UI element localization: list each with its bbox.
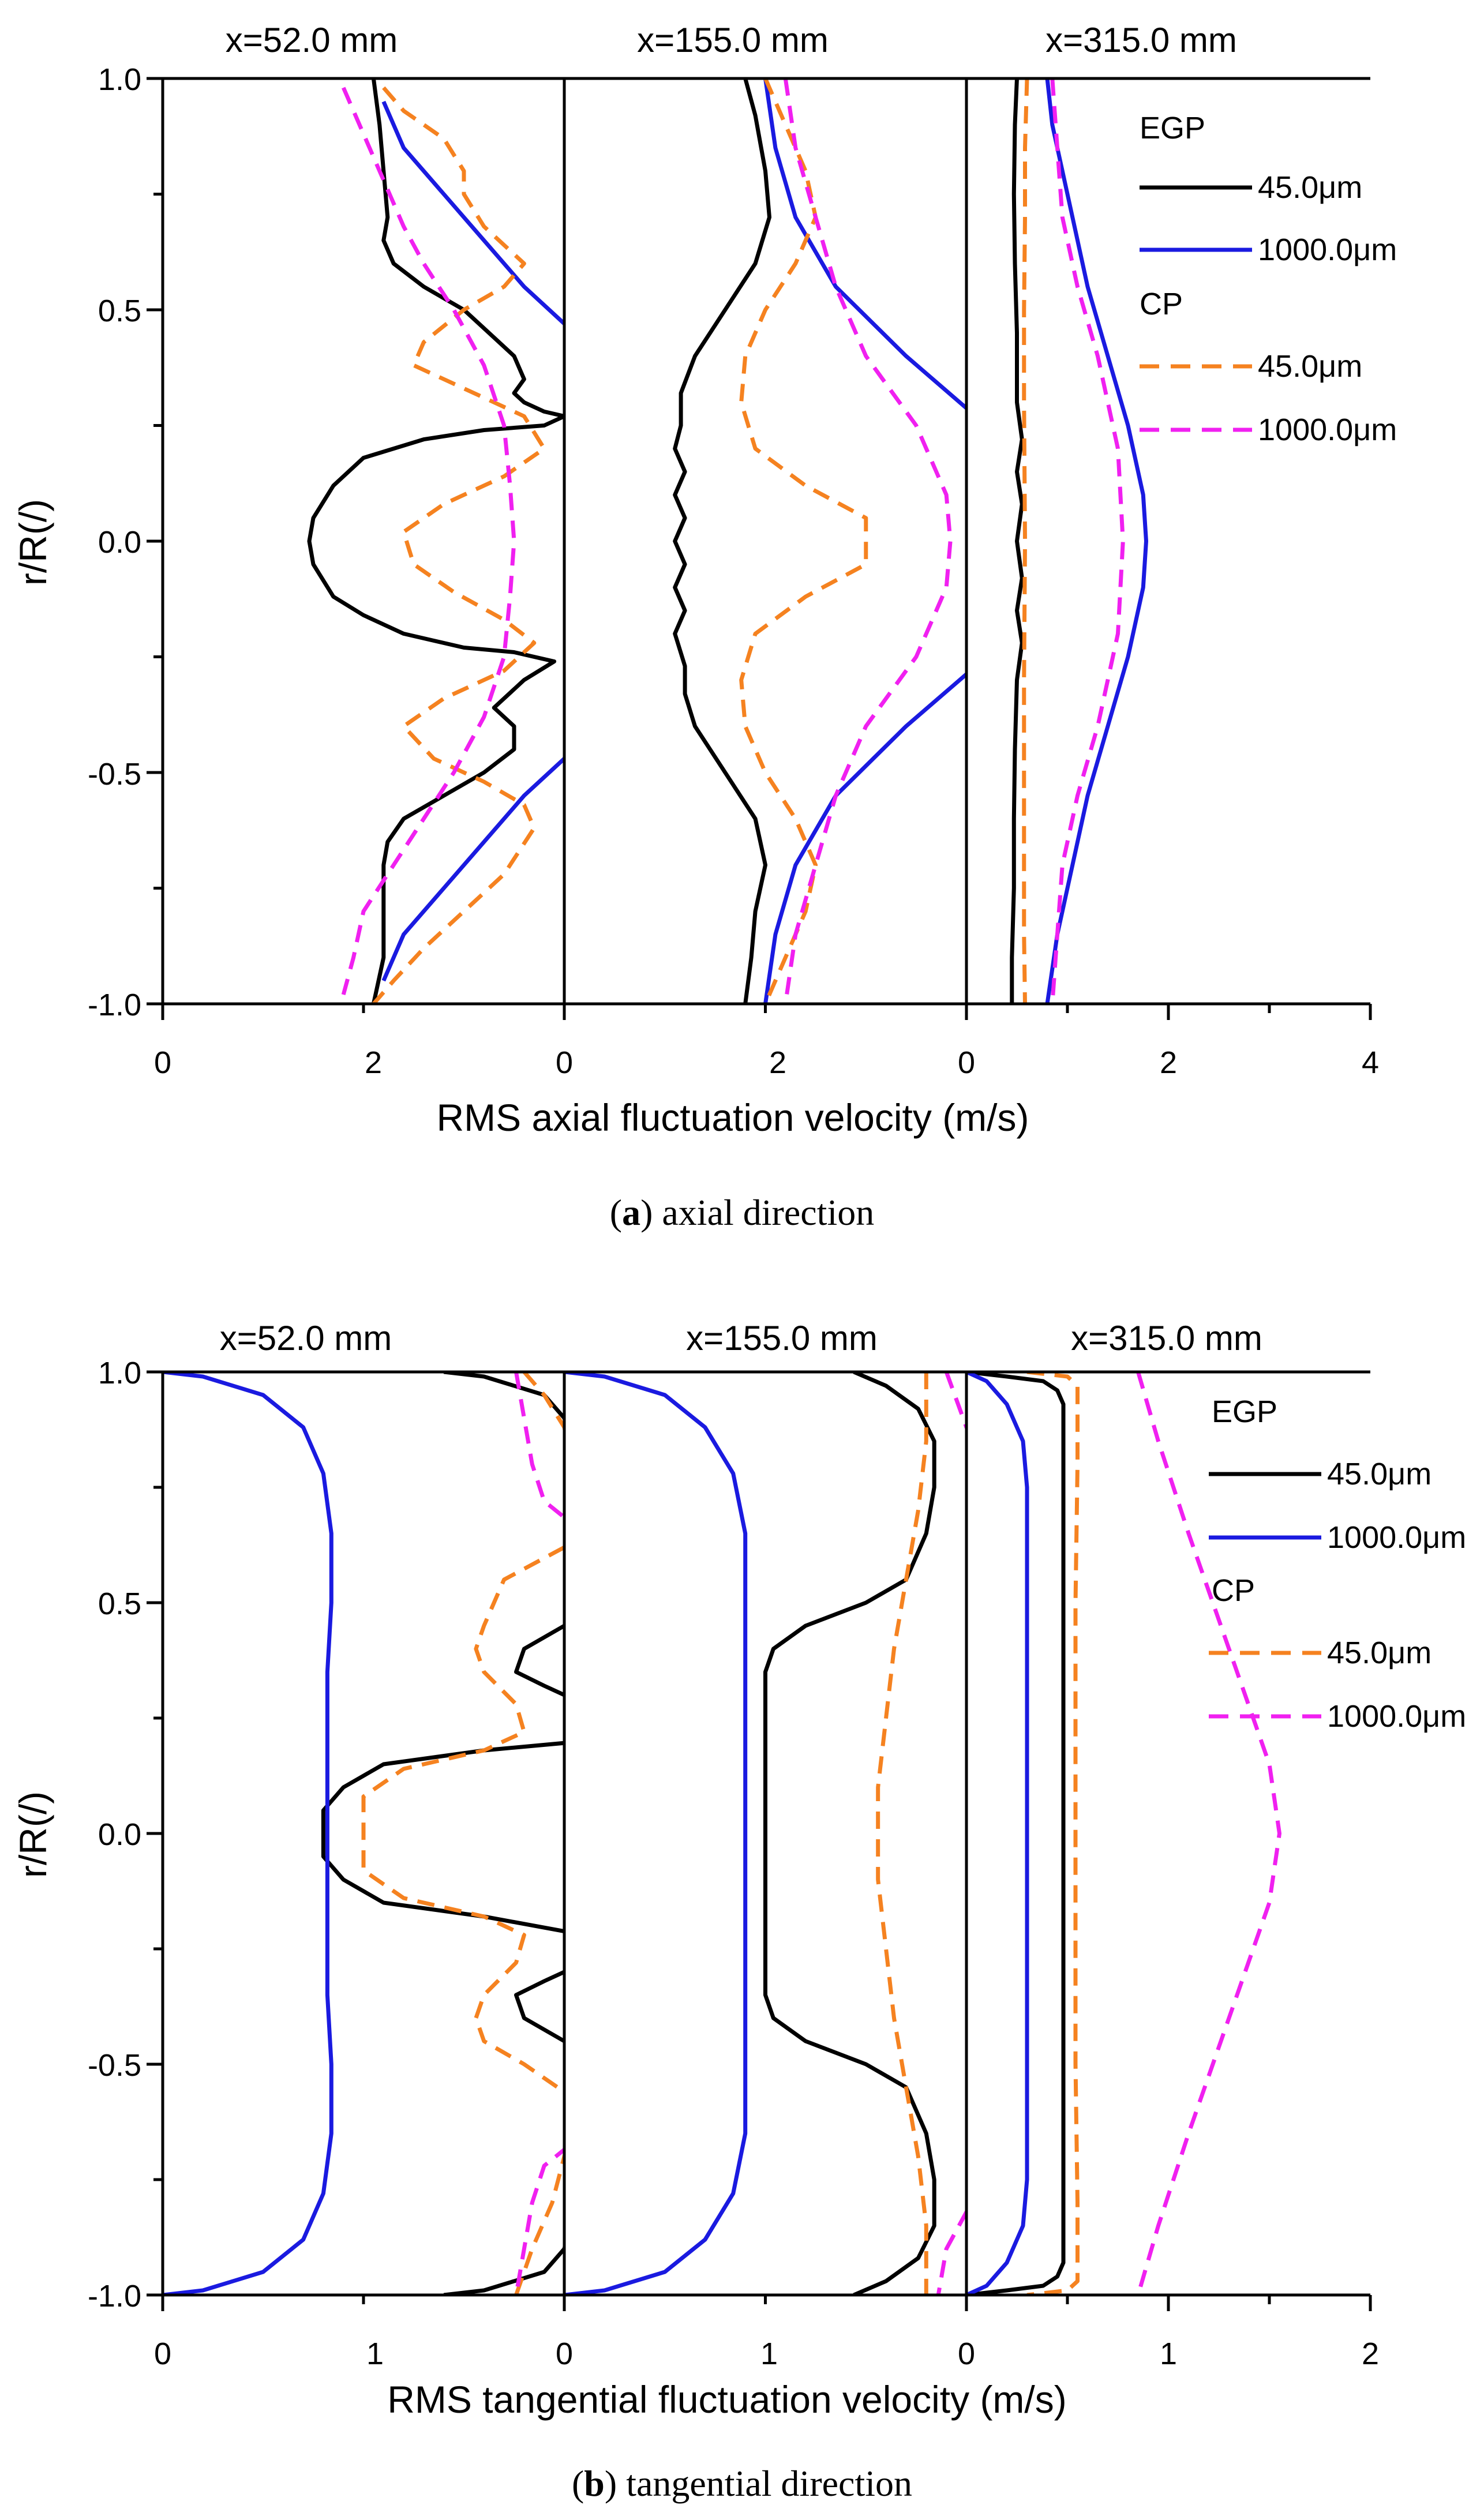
- tangential-p1-series-egp-1000: [163, 1372, 333, 2295]
- caption-b-letter: b: [584, 2463, 605, 2504]
- tangential-panel-1-title: x=52.0 mm: [220, 1319, 392, 1357]
- axial-x-axis-label: RMS axial fluctuation velocity (m/s): [437, 1096, 1029, 1139]
- axial-panel-3-title: x=315.0 mm: [1045, 21, 1237, 59]
- tangential-y-axis-label: r/R(/): [12, 1791, 54, 1878]
- axial-ytick-4: -0.5: [88, 757, 141, 792]
- axial-p1-series-egp-45: [307, 78, 564, 1004]
- axial-p2-series-egp-45: [673, 78, 771, 1004]
- caption-a-text: axial direction: [662, 1192, 875, 1233]
- axial-ytick-1: 1.0: [98, 62, 141, 97]
- tangential-panel-3-title: x=315.0 mm: [1071, 1319, 1262, 1357]
- tangential-p3-series-cp-1000: [1136, 1372, 1281, 2295]
- caption-a-letter: a: [622, 1192, 641, 1233]
- axial-p2-series-cp-45: [739, 78, 868, 1004]
- axial-legend-label-cp-45: 45.0μm: [1258, 349, 1362, 384]
- tangential-legend-group-cp: CP: [1212, 1573, 1255, 1608]
- tangential-legend-label-cp-1000: 1000.0μm: [1327, 1699, 1466, 1734]
- tangential-p1-xtick-0: 0: [154, 2337, 171, 2371]
- tangential-p1-series-cp-45: [361, 1372, 564, 2295]
- axial-p1-series-egp-1000: [381, 100, 564, 982]
- axial-p2-xtick-0: 0: [556, 1045, 573, 1080]
- caption-b-text: tangential direction: [626, 2463, 913, 2504]
- tangential-p3-series-egp-45: [966, 1372, 1066, 2295]
- tangential-p1-series-cp-1000: [514, 1372, 564, 2295]
- axial-p1-series-cp-45: [372, 86, 546, 1004]
- axial-p3-xtick-0: 0: [958, 1045, 975, 1080]
- tangential-p3-series-cp-45: [1026, 1372, 1080, 2295]
- axial-legend: EGP 45.0μm 1000.0μm CP 45.0μm 1000.0μm: [1140, 111, 1397, 447]
- axial-ytick-5: -1.0: [88, 988, 141, 1022]
- axial-legend-label-cp-1000: 1000.0μm: [1258, 412, 1397, 447]
- caption-b: (b) tangential direction: [571, 2463, 913, 2504]
- axial-p3-xtick-4: 4: [1362, 1045, 1379, 1080]
- axial-legend-group-cp: CP: [1140, 287, 1183, 321]
- axial-p1-xtick-2: 2: [365, 1045, 382, 1080]
- axial-p1-series-cp-1000: [341, 87, 516, 995]
- tangential-panel-2-title: x=155.0 mm: [686, 1319, 878, 1357]
- axial-ytick-3: 0.0: [98, 525, 141, 560]
- axial-p3-series-egp-1000: [1045, 78, 1148, 1004]
- tangential-p2-xtick-1: 1: [760, 2337, 778, 2371]
- axial-p1-xtick-0: 0: [154, 1045, 171, 1080]
- axial-p2-series-cp-1000: [783, 78, 953, 1004]
- axial-ytick-2: 0.5: [98, 294, 141, 328]
- tangential-p1-xtick-1: 1: [366, 2337, 384, 2371]
- axial-p3-series-cp-1000: [1050, 78, 1125, 1004]
- tangential-p2-series-cp-1000: [936, 1372, 966, 2295]
- tangential-p3-xtick-2: 2: [1362, 2337, 1379, 2371]
- tangential-p2-series-cp-45: [876, 1372, 928, 2295]
- axial-p3-series-cp-45: [1022, 78, 1029, 1004]
- tangential-p3-xtick-1: 1: [1160, 2337, 1177, 2371]
- axial-p2-xtick-2: 2: [769, 1045, 786, 1080]
- tangential-chart-marks: [147, 1370, 1372, 2311]
- axial-legend-label-egp-45: 45.0μm: [1258, 170, 1362, 205]
- axial-legend-group-egp: EGP: [1140, 111, 1205, 145]
- tangential-p2-xtick-0: 0: [556, 2337, 573, 2371]
- tangential-ytick-2: 0.5: [98, 1587, 141, 1621]
- axial-chart-marks: [147, 77, 1372, 1020]
- axial-p2-series-egp-1000: [763, 78, 966, 1004]
- tangential-p3-series-egp-1000: [966, 1372, 1029, 2295]
- tangential-x-axis-label: RMS tangential fluctuation velocity (m/s…: [387, 2378, 1066, 2421]
- axial-panel-1-title: x=52.0 mm: [226, 21, 398, 59]
- tangential-p2-series-egp-45: [763, 1372, 936, 2295]
- axial-chart: x=52.0 mm x=155.0 mm x=315.0 mm 1.0 0.5 …: [12, 21, 1397, 1139]
- tangential-legend-group-egp: EGP: [1212, 1394, 1277, 1429]
- tangential-ytick-1: 1.0: [98, 1356, 141, 1390]
- tangential-legend: EGP 45.0μm 1000.0μm CP 45.0μm 1000.0μm: [1209, 1394, 1466, 1734]
- axial-panel-2-title: x=155.0 mm: [637, 21, 829, 59]
- tangential-legend-label-egp-45: 45.0μm: [1327, 1457, 1431, 1491]
- axial-p3-xtick-2: 2: [1160, 1045, 1177, 1080]
- tangential-chart: x=52.0 mm x=155.0 mm x=315.0 mm 1.0 0.5 …: [12, 1319, 1466, 2421]
- caption-a: (a) axial direction: [609, 1192, 875, 1233]
- tangential-legend-label-egp-1000: 1000.0μm: [1327, 1520, 1466, 1555]
- axial-p3-series-egp-45: [1010, 78, 1024, 1004]
- tangential-legend-label-cp-45: 45.0μm: [1327, 1636, 1431, 1670]
- tangential-ytick-4: -0.5: [88, 2048, 141, 2083]
- tangential-ytick-3: 0.0: [98, 1817, 141, 1852]
- tangential-p3-xtick-0: 0: [958, 2337, 975, 2371]
- tangential-p1-series-egp-45: [321, 1372, 564, 2295]
- tangential-p2-series-egp-1000: [564, 1372, 748, 2295]
- tangential-ytick-5: -1.0: [88, 2279, 141, 2313]
- axial-y-axis-label: r/R(/): [12, 499, 54, 586]
- axial-legend-label-egp-1000: 1000.0μm: [1258, 232, 1397, 267]
